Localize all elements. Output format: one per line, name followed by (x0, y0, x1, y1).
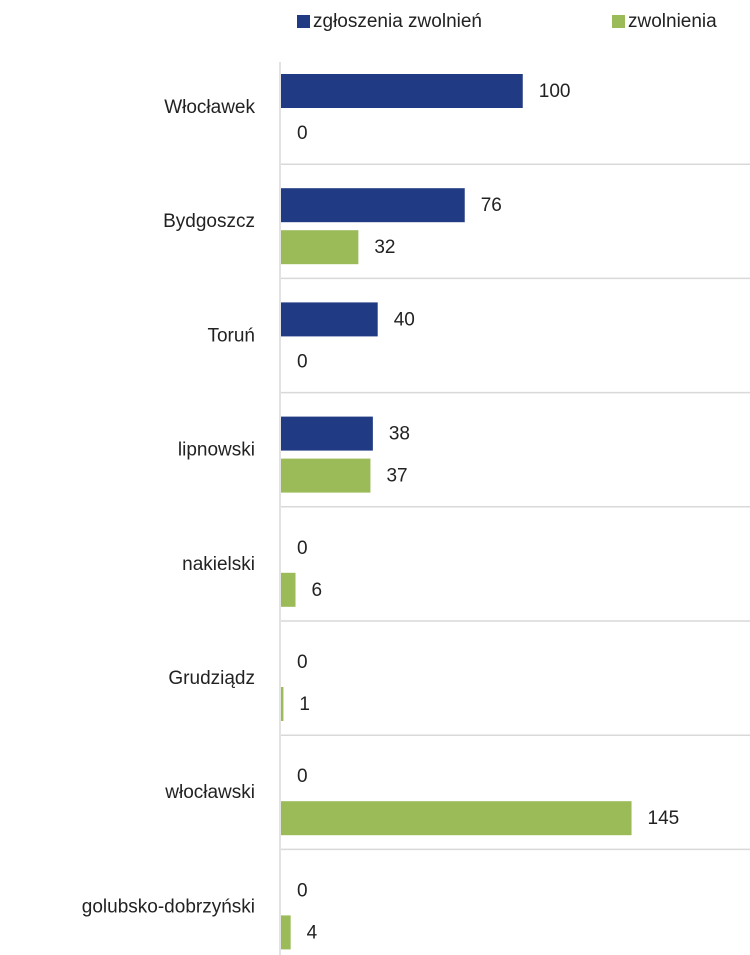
bar (281, 416, 373, 451)
legend-swatch (612, 15, 625, 28)
value-label: 0 (297, 652, 308, 673)
value-label: 1 (299, 694, 310, 715)
value-label: 100 (539, 81, 571, 102)
legend-swatch (297, 15, 310, 28)
category-label: lipnowski (178, 440, 255, 461)
value-label: 38 (389, 424, 410, 445)
category-label: nakielski (182, 554, 255, 575)
value-label: 145 (648, 808, 680, 829)
category-label: golubsko-dobrzyński (82, 896, 255, 917)
bar (281, 230, 359, 265)
value-label: 0 (297, 538, 308, 559)
value-label: 0 (297, 123, 308, 144)
category-label: Włocławek (164, 97, 255, 118)
value-label: 6 (312, 580, 323, 601)
category-label: Toruń (207, 325, 255, 346)
category-label: Grudziądz (168, 668, 255, 689)
category-label: włocławski (164, 782, 255, 803)
bar (281, 188, 465, 223)
value-label: 0 (297, 880, 308, 901)
value-label: 40 (394, 309, 415, 330)
value-label: 76 (481, 195, 502, 216)
bar (281, 458, 371, 493)
value-label: 4 (307, 922, 318, 943)
legend-label: zwolnienia (628, 11, 717, 32)
bar (281, 687, 284, 721)
bar (281, 74, 523, 108)
category-label: Bydgoszcz (163, 211, 255, 232)
value-label: 32 (374, 237, 395, 258)
legend-label: zgłoszenia zwolnień (313, 11, 482, 32)
bar (281, 572, 296, 607)
bar (281, 915, 291, 950)
bar (281, 302, 378, 337)
bar (281, 801, 632, 836)
value-label: 0 (297, 766, 308, 787)
value-label: 0 (297, 351, 308, 372)
value-label: 37 (386, 466, 407, 487)
